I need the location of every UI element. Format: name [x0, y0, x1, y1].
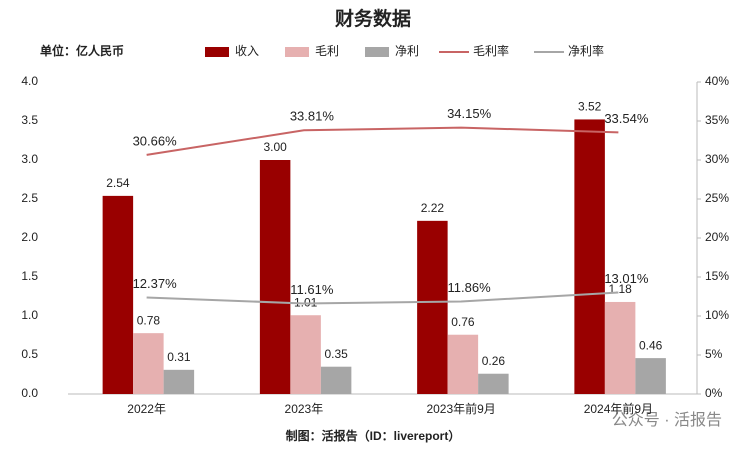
y-tick-label: 0.5 — [21, 347, 38, 361]
source: 制图：活报告（ID：livereport） — [286, 428, 461, 443]
y-tick-label: 0.0 — [21, 386, 38, 400]
bar — [604, 301, 636, 394]
bar — [259, 160, 291, 394]
bar — [635, 358, 666, 394]
y-tick-label: 4.0 — [21, 74, 38, 88]
bar-label: 1.01 — [294, 295, 318, 309]
bar-label: 2.54 — [106, 176, 130, 190]
y2-tick-label: 15% — [705, 269, 729, 283]
bar-label: 0.78 — [137, 313, 161, 327]
bar — [574, 119, 605, 394]
bar-label: 0.35 — [324, 347, 348, 361]
line-label: 33.54% — [604, 111, 649, 126]
y2-tick-label: 30% — [705, 152, 729, 166]
y2-tick-label: 5% — [705, 347, 723, 361]
bar-label: 0.46 — [639, 338, 663, 352]
bar — [163, 369, 195, 394]
line — [146, 126, 619, 156]
y2-tick-label: 25% — [705, 191, 729, 205]
x-tick-label: 2022年 — [127, 402, 166, 416]
bar-label: 2.22 — [421, 201, 445, 215]
legend-swatch — [205, 47, 229, 57]
line-label: 30.66% — [133, 133, 178, 148]
legend-label: 毛利率 — [473, 43, 509, 58]
legend-label: 净利率 — [568, 43, 604, 58]
y2-tick-label: 0% — [705, 386, 723, 400]
line-label: 13.01% — [604, 271, 649, 286]
bar-label: 3.52 — [578, 100, 602, 114]
bar-label: 0.26 — [482, 354, 506, 368]
line-label: 12.37% — [133, 276, 178, 291]
legend-swatch — [365, 47, 389, 57]
line — [146, 291, 619, 305]
y2-tick-label: 35% — [705, 113, 729, 127]
line-label: 11.61% — [290, 282, 334, 297]
y2-tick-label: 20% — [705, 230, 729, 244]
legend-label: 净利 — [395, 44, 419, 58]
unit-label: 单位：亿人民币 — [40, 43, 124, 58]
y-tick-label: 2.5 — [21, 191, 38, 205]
x-tick-label: 2023年前9月 — [426, 401, 495, 416]
line-label: 33.81% — [290, 109, 335, 124]
bar — [417, 220, 448, 394]
x-tick-label: 2024年前9月 — [584, 401, 653, 416]
bar — [133, 333, 164, 394]
legend-label: 收入 — [235, 44, 259, 58]
line-label: 11.86% — [448, 280, 492, 295]
legend-swatch — [285, 47, 309, 57]
bar — [290, 315, 321, 394]
chart-title: 财务数据 — [335, 7, 411, 30]
bar-label: 3.00 — [263, 140, 287, 154]
bar-label: 0.76 — [451, 315, 475, 329]
bar — [320, 366, 352, 394]
y-tick-label: 3.0 — [21, 152, 38, 166]
y-tick-label: 3.5 — [21, 113, 38, 127]
watermark: 公众号 · 活报告 — [612, 411, 722, 429]
y-tick-label: 1.5 — [21, 269, 38, 283]
bar-label: 0.31 — [167, 350, 191, 364]
y-tick-label: 1.0 — [21, 308, 38, 322]
legend-label: 毛利 — [315, 44, 339, 58]
x-tick-label: 2023年 — [285, 402, 324, 416]
line-label: 34.15% — [447, 106, 492, 121]
y-tick-label: 2.0 — [21, 230, 38, 244]
bar — [478, 373, 509, 394]
bar — [447, 334, 479, 394]
y2-tick-label: 10% — [705, 308, 729, 322]
bar — [102, 195, 134, 394]
y2-tick-label: 40% — [705, 74, 729, 88]
